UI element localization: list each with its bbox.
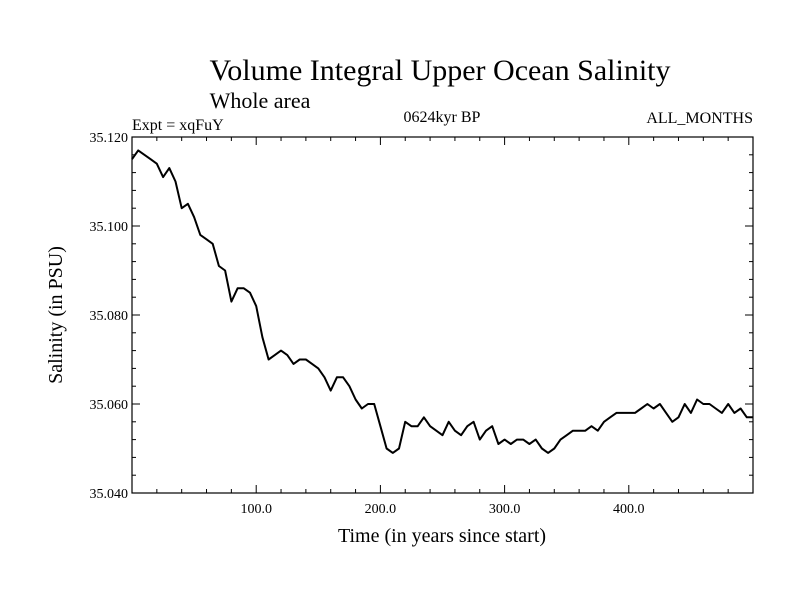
y-tick-label: 35.040 <box>90 487 129 502</box>
plot-frame <box>131 136 754 494</box>
y-axis-tick-labels: 35.040 35.060 35.080 35.100 35.120 <box>90 131 129 502</box>
y-axis-label: Salinity (in PSU) <box>45 246 67 384</box>
y-tick-label: 35.080 <box>90 309 129 324</box>
y-tick-label: 35.100 <box>90 220 129 235</box>
x-axis-ticks <box>156 137 729 493</box>
experiment-label: Expt = xqFuY <box>132 117 224 134</box>
x-axis-tick-labels: 100.0 200.0 300.0 400.0 <box>240 502 644 517</box>
y-tick-label: 35.060 <box>90 398 129 413</box>
chart-subtitle: Whole area <box>210 88 311 113</box>
x-tick-label: 200.0 <box>365 502 397 517</box>
x-tick-label: 100.0 <box>240 502 272 517</box>
chart-title: Volume Integral Upper Ocean Salinity <box>210 54 671 87</box>
period-label: 0624kyr BP <box>404 109 481 126</box>
x-axis-label: Time (in years since start) <box>338 525 546 547</box>
months-label: ALL_MONTHS <box>646 110 753 127</box>
y-tick-label: 35.120 <box>90 131 129 146</box>
x-tick-label: 400.0 <box>613 502 645 517</box>
x-tick-label: 300.0 <box>489 502 521 517</box>
y-axis-ticks <box>132 136 753 494</box>
salinity-series-line <box>131 149 753 454</box>
